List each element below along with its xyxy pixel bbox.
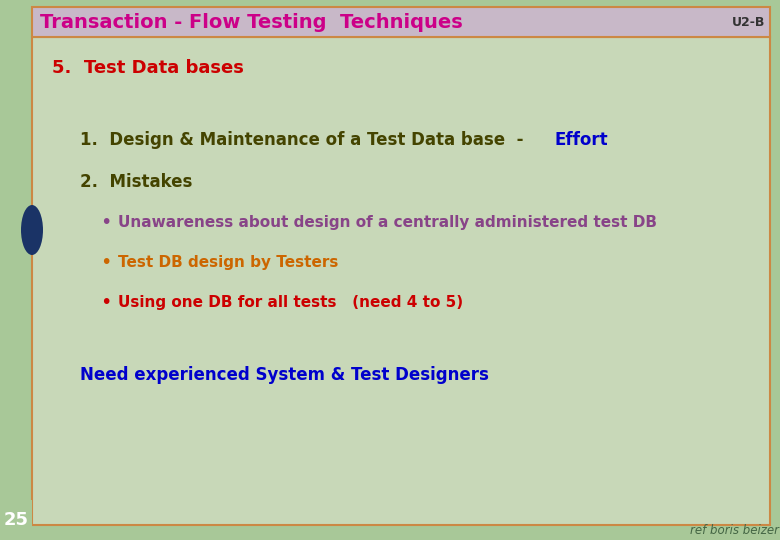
Text: Transaction - Flow Testing  Techniques: Transaction - Flow Testing Techniques — [40, 12, 463, 31]
Text: 1.  Design & Maintenance of a Test Data base  -: 1. Design & Maintenance of a Test Data b… — [80, 131, 530, 149]
Text: 2.  Mistakes: 2. Mistakes — [80, 173, 193, 191]
Text: Need experienced System & Test Designers: Need experienced System & Test Designers — [80, 366, 489, 384]
Text: 5.  Test Data bases: 5. Test Data bases — [52, 59, 244, 77]
Text: Test DB design by Testers: Test DB design by Testers — [118, 254, 339, 269]
Text: •: • — [100, 253, 112, 272]
Text: •: • — [100, 293, 112, 312]
Ellipse shape — [21, 205, 43, 255]
Bar — [32, 7, 770, 37]
Text: U2-B: U2-B — [732, 16, 765, 29]
Bar — [0, 500, 32, 540]
Text: ref boris beizer: ref boris beizer — [690, 523, 779, 537]
Text: Using one DB for all tests   (need 4 to 5): Using one DB for all tests (need 4 to 5) — [118, 294, 463, 309]
Text: Effort: Effort — [555, 131, 608, 149]
Text: Unawareness about design of a centrally administered test DB: Unawareness about design of a centrally … — [118, 214, 657, 230]
Text: •: • — [100, 213, 112, 232]
Text: 25: 25 — [3, 511, 29, 529]
Bar — [32, 7, 770, 37]
